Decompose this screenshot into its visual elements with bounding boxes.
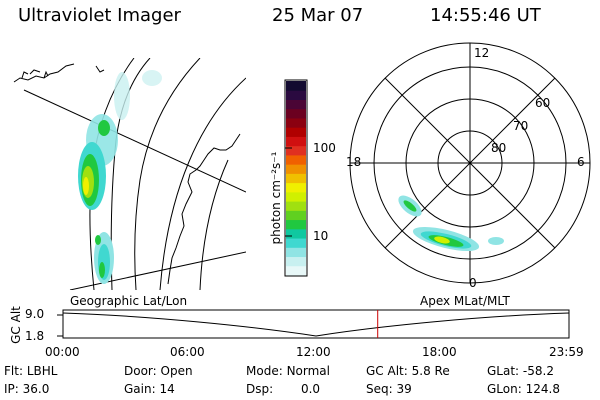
mlt-label-0: 0 xyxy=(469,276,477,290)
polar-panel-label: Apex MLat/MLT xyxy=(420,294,510,308)
status-glat: GLat: -58.2 xyxy=(487,364,554,378)
colorbar-segment xyxy=(286,145,306,156)
colorbar-segment xyxy=(286,182,306,193)
status-door: Door: Open xyxy=(124,364,193,378)
colorbar xyxy=(284,79,308,277)
colorbar-segment xyxy=(286,256,306,267)
polar-map xyxy=(349,42,591,284)
timeline-ytick-low: 1.8 xyxy=(25,329,45,343)
timeline-xtick-2359: 23:59 xyxy=(549,345,584,359)
colorbar-segment xyxy=(286,173,306,184)
colorbar-segment xyxy=(286,154,306,165)
status-gain: Gain: 14 xyxy=(124,382,175,396)
colorbar-segment xyxy=(286,191,306,202)
aurora-emission-geo xyxy=(78,70,162,284)
colorbar-segment xyxy=(286,238,306,248)
colorbar-segment xyxy=(286,210,306,221)
mlat-label-60: 60 xyxy=(535,96,551,110)
colorbar-segment xyxy=(286,99,306,110)
timeline-y-label: GC Alt xyxy=(9,306,23,344)
colorbar-segment xyxy=(286,108,306,119)
colorbar-segment xyxy=(286,247,306,258)
colorbar-tick-100: 100 xyxy=(313,141,336,155)
colorbar-segment xyxy=(286,201,306,211)
geographic-panel-label: Geographic Lat/Lon xyxy=(70,294,188,308)
timeline-xtick-1200: 12:00 xyxy=(296,345,331,359)
geographic-map xyxy=(13,58,246,290)
mlt-label-12: 12 xyxy=(474,46,490,60)
aurora-emission-polar xyxy=(398,195,504,251)
altitude-curve xyxy=(62,312,570,337)
status-seq: Seq: 39 xyxy=(366,382,412,396)
colorbar-segment xyxy=(286,136,306,147)
status-gc-alt: GC Alt: 5.8 Re xyxy=(366,364,450,378)
mlat-label-80: 80 xyxy=(491,141,507,155)
colorbar-segment xyxy=(286,164,306,174)
status-glon: GLon: 124.8 xyxy=(487,382,560,396)
colorbar-segment xyxy=(286,81,306,91)
mlt-label-6: 6 xyxy=(577,155,585,169)
colorbar-label: photon cm⁻²s⁻¹ xyxy=(269,151,283,245)
status-dsp: Dsp: 0.0 xyxy=(246,382,321,396)
colorbar-tick-10: 10 xyxy=(313,229,329,243)
colorbar-segment xyxy=(286,265,306,276)
timeline-xtick-1800: 18:00 xyxy=(422,345,457,359)
status-mode: Mode: Normal xyxy=(246,364,330,378)
colorbar-segment xyxy=(286,117,306,128)
timeline-xtick-0000: 00:00 xyxy=(45,345,80,359)
colorbar-segment xyxy=(286,219,306,230)
date-label: 25 Mar 07 xyxy=(272,5,364,26)
instrument-title: Ultraviolet Imager xyxy=(18,5,181,26)
timeline-ytick-high: 9.0 xyxy=(25,307,45,321)
colorbar-segment xyxy=(286,228,306,239)
time-label: 14:55:46 UT xyxy=(430,5,541,26)
status-filter: Flt: LBHL xyxy=(4,364,58,378)
timeline-xtick-0600: 06:00 xyxy=(170,345,205,359)
status-ip: IP: 36.0 xyxy=(4,382,50,396)
colorbar-segment xyxy=(286,127,306,137)
altitude-timeline xyxy=(57,309,570,339)
colorbar-segment xyxy=(286,90,306,100)
mlat-label-70: 70 xyxy=(513,119,529,133)
mlt-label-18: 18 xyxy=(346,155,362,169)
